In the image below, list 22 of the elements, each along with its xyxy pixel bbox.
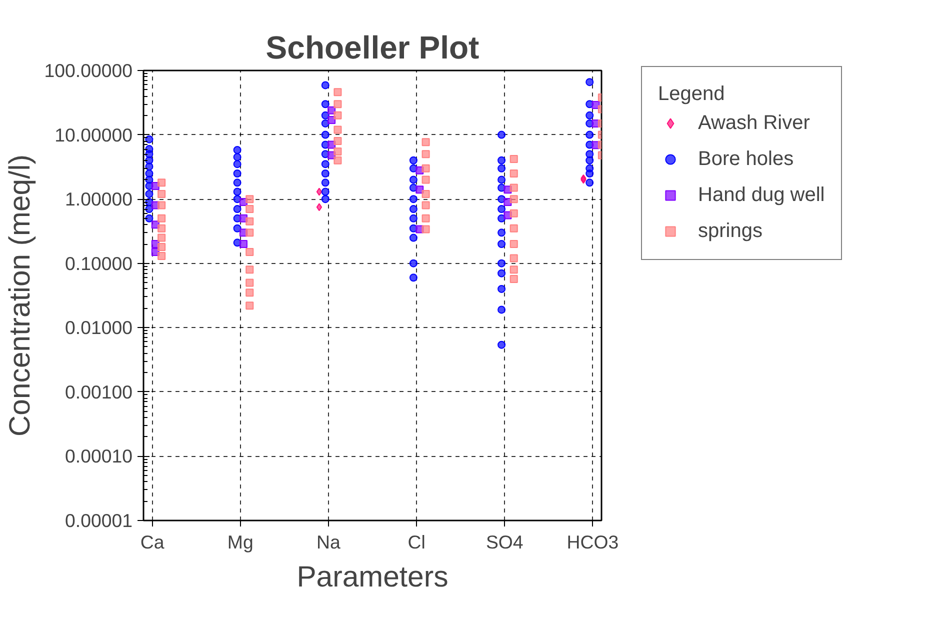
x-tick-label: Cl — [408, 532, 426, 552]
legend-label: Hand dug well — [698, 184, 825, 206]
legend-title: Legend — [658, 83, 726, 106]
y-axis-title: Concentration (meq/l) — [3, 154, 36, 436]
legend-label: springs — [698, 220, 762, 242]
legend-label: Bore holes — [698, 148, 794, 170]
y-tick-label: 0.00100 — [65, 381, 133, 402]
y-tick-label: 0.00010 — [65, 446, 133, 467]
y-tick-label: 1.00000 — [65, 188, 133, 210]
x-tick-label: HCO3 — [566, 532, 619, 552]
y-tick-label: 10.00000 — [54, 124, 133, 146]
x-tick-label: SO4 — [486, 532, 524, 552]
y-tick-label: 0.10000 — [65, 252, 133, 274]
legend-label: Awash River — [698, 112, 810, 134]
x-tick-label: Ca — [140, 532, 165, 552]
y-tick-label: 100.00000 — [44, 60, 133, 81]
x-tick-label: Mg — [227, 532, 254, 552]
x-axis-title: Parameters — [296, 560, 448, 594]
y-tick-label: 0.01000 — [65, 317, 133, 338]
x-tick-label: Na — [316, 532, 342, 552]
y-tick-label: 0.00001 — [65, 510, 133, 531]
chart-title: Schoeller Plot — [266, 30, 480, 66]
